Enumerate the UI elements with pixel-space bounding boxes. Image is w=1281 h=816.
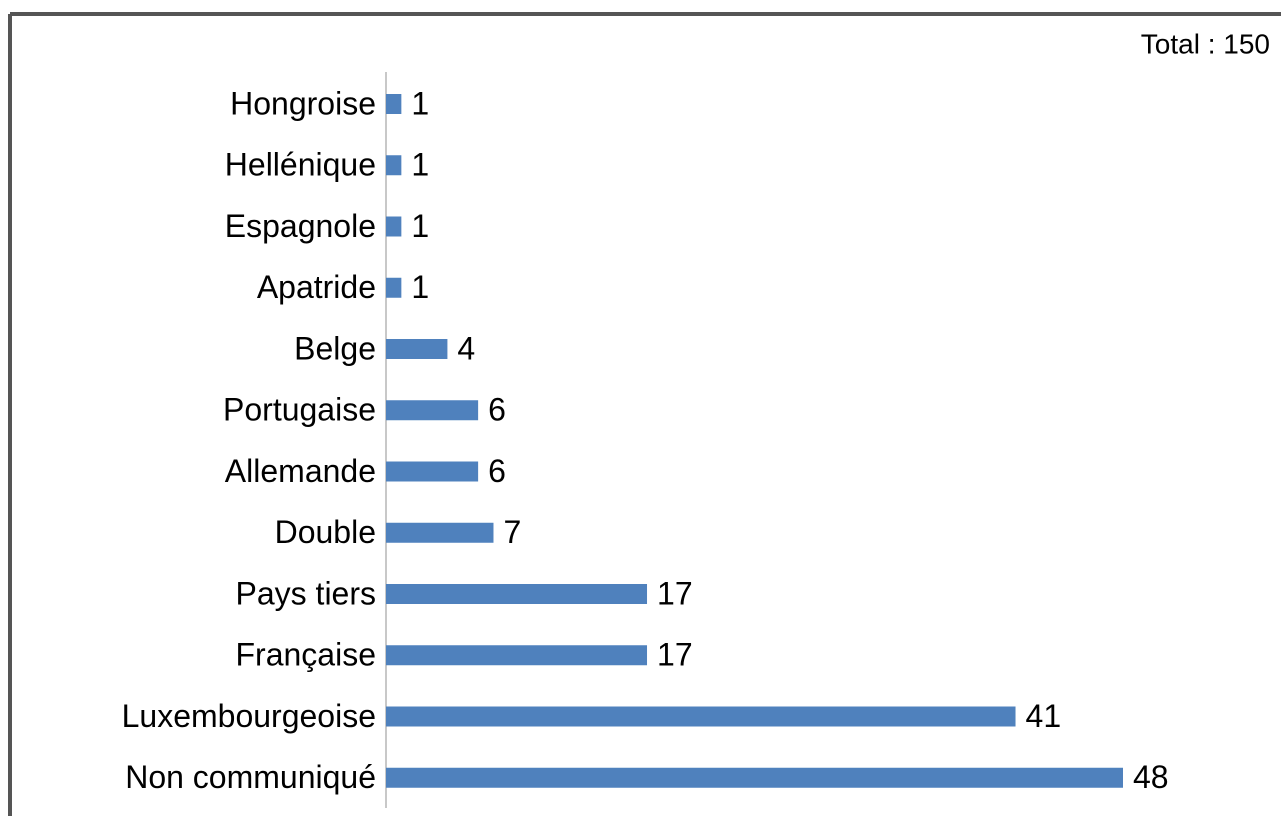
bar [386, 277, 402, 298]
category-label: Hongroise [230, 85, 376, 121]
value-label: 17 [657, 575, 693, 611]
annotation: Total : 150 [1141, 28, 1270, 59]
value-label: 1 [411, 85, 429, 121]
bar [386, 216, 402, 237]
category-label: Espagnole [225, 208, 376, 244]
value-label: 6 [488, 453, 506, 489]
value-label: 1 [411, 269, 429, 305]
value-label: 6 [488, 392, 506, 428]
value-label: 48 [1133, 759, 1169, 795]
category-label: Double [275, 514, 376, 550]
category-label: Hellénique [225, 147, 376, 183]
category-label: Portugaise [223, 392, 376, 428]
bar [386, 767, 1123, 788]
category-label: Apatride [257, 269, 376, 305]
category-label: Belge [294, 330, 376, 366]
bar [386, 339, 448, 359]
bar [386, 400, 479, 421]
category-label: Française [236, 637, 377, 673]
bar [386, 94, 402, 114]
value-label: 1 [411, 147, 429, 183]
category-label: Allemande [225, 453, 376, 489]
value-label: 41 [1026, 698, 1062, 734]
bar [386, 155, 402, 176]
bar [386, 584, 648, 604]
bar [386, 645, 648, 666]
value-label: 1 [411, 208, 429, 244]
category-label: Non communiqué [125, 759, 376, 795]
category-label: Pays tiers [236, 575, 376, 611]
bar [386, 461, 479, 482]
value-label: 7 [503, 514, 521, 550]
value-label: 17 [657, 637, 693, 673]
value-label: 4 [457, 330, 475, 366]
category-label: Luxembourgeoise [122, 698, 376, 734]
bar [386, 706, 1016, 727]
bar [386, 522, 494, 543]
